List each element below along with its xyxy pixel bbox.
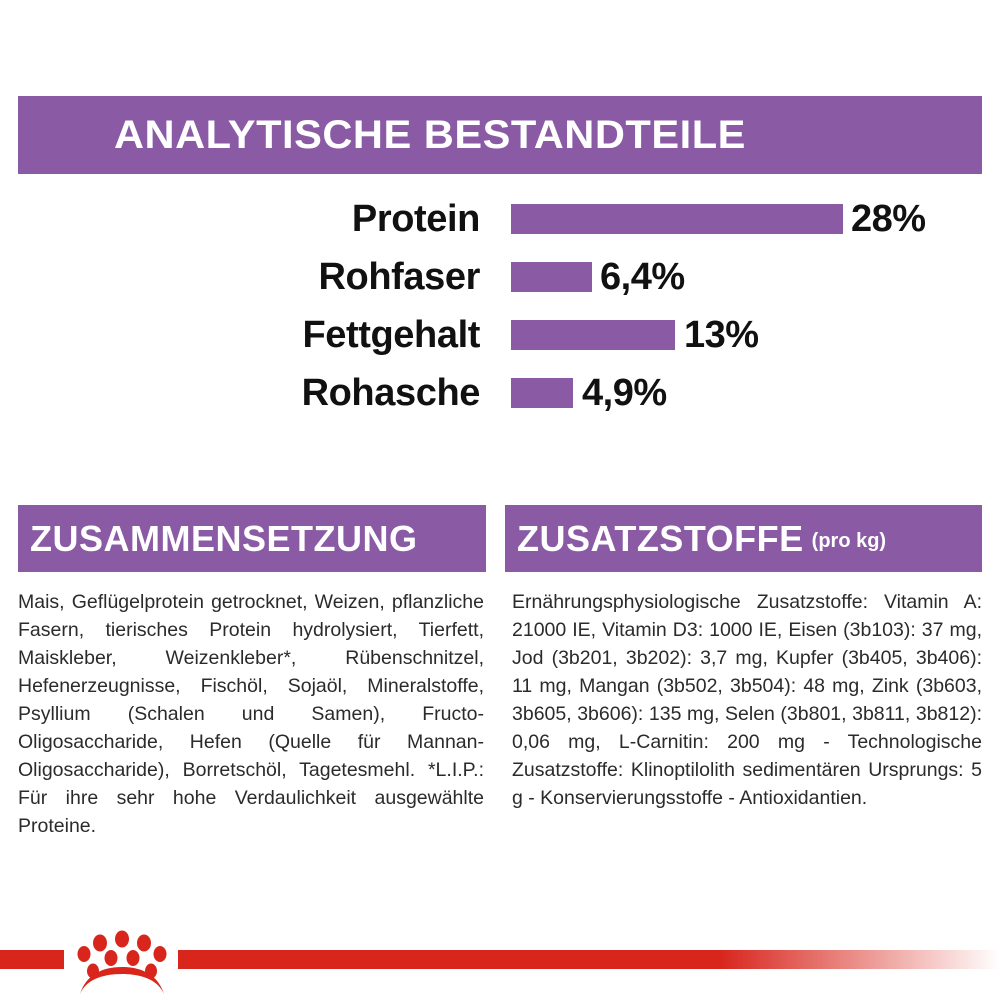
bar-value-rohfaser: 6,4% xyxy=(600,256,685,298)
analytical-constituents-title: ANALYTISCHE BESTANDTEILE xyxy=(114,113,746,157)
chart-row: Fettgehalt 13% xyxy=(0,306,1000,364)
royal-canin-crown-icon xyxy=(77,930,167,994)
additives-title: ZUSATZSTOFFE xyxy=(517,517,804,559)
footer-rule-left xyxy=(0,950,64,969)
bar-label-protein: Protein xyxy=(351,198,481,240)
bar-label-rohasche: Rohasche xyxy=(301,372,481,414)
bar-label-fettgehalt: Fettgehalt xyxy=(302,314,480,356)
composition-paragraph: Mais, Geflügelprotein getrocknet, Weizen… xyxy=(18,591,484,837)
additives-subtitle: (pro kg) xyxy=(811,530,887,552)
bar-rohasche xyxy=(511,378,573,408)
bar-label-rohfaser: Rohfaser xyxy=(318,256,480,298)
brand-footer-strip xyxy=(0,930,1000,1000)
nutrition-bar-chart: Protein 28% Rohfaser 6,4% Fettgehalt 13%… xyxy=(0,190,1000,450)
additives-header: ZUSATZSTOFFE (pro kg) xyxy=(505,505,982,572)
chart-row: Rohasche 4,9% xyxy=(0,364,1000,422)
chart-row: Rohfaser 6,4% xyxy=(0,248,1000,306)
additives-body: Ernährungsphysiologische Zusatzstoffe: V… xyxy=(512,588,982,812)
bar-value-protein: 28% xyxy=(851,198,926,240)
footer-rule-right xyxy=(178,950,1000,969)
bar-value-fettgehalt: 13% xyxy=(684,314,759,356)
chart-row: Protein 28% xyxy=(0,190,1000,248)
composition-title: ZUSAMMENSETZUNG xyxy=(30,517,418,559)
composition-header: ZUSAMMENSETZUNG xyxy=(18,505,486,572)
bar-value-rohasche: 4,9% xyxy=(582,372,667,414)
bar-protein xyxy=(511,204,843,234)
analytical-constituents-header: ANALYTISCHE BESTANDTEILE xyxy=(18,96,982,174)
composition-body: Mais, Geflügelprotein getrocknet, Weizen… xyxy=(18,588,484,840)
bar-rohfaser xyxy=(511,262,592,292)
bar-fettgehalt xyxy=(511,320,675,350)
additives-paragraph: Ernährungsphysiologische Zusatzstoffe: V… xyxy=(512,591,982,809)
